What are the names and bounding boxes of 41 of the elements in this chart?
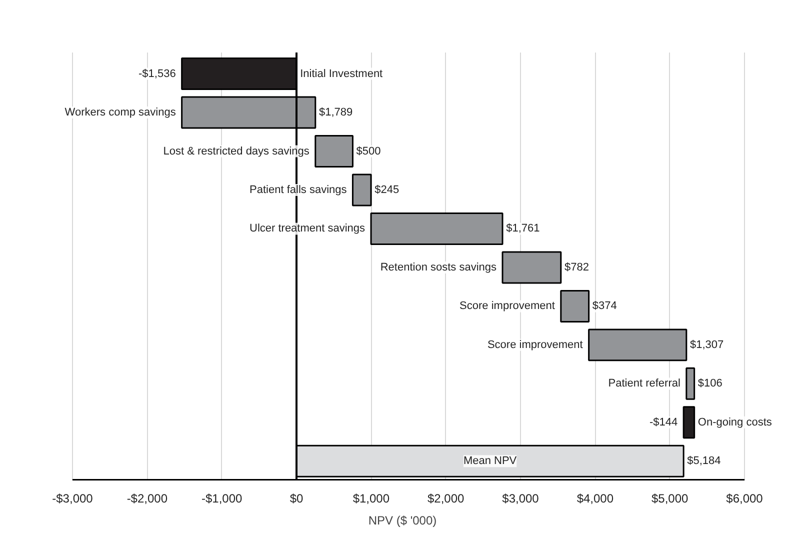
bar — [352, 174, 372, 206]
y-tick-label: Initial Investment — [300, 68, 383, 80]
y-tick-label: Mean NPV — [463, 455, 518, 468]
data-label: $245 — [374, 184, 400, 196]
bar — [502, 251, 562, 284]
y-tick-label: Retention sosts savings — [380, 261, 498, 274]
bar — [370, 212, 504, 245]
y-tick-label: Workers comp savings — [64, 106, 176, 119]
x-tick-label: $0 — [290, 492, 304, 506]
data-label: $374 — [592, 300, 617, 312]
x-tick-label: $4,000 — [576, 492, 614, 506]
y-tick-label: Score improvement — [460, 300, 555, 312]
x-axis-title: NPV ($ '000) — [368, 514, 437, 528]
y-tick-label: Patient falls savings — [250, 184, 348, 196]
data-label: $1,761 — [506, 222, 540, 235]
data-label: $106 — [698, 378, 722, 390]
x-tick-label: $2,000 — [427, 492, 465, 506]
data-label: $1,789 — [318, 106, 353, 119]
y-tick-label: Ulcer treatment savings — [250, 222, 366, 235]
data-label: $5,184 — [687, 455, 721, 468]
bar — [314, 135, 354, 168]
bar — [682, 406, 696, 439]
x-tick-label: $3,000 — [502, 492, 540, 506]
y-tick-label: Lost & restricted days savings — [163, 145, 310, 158]
bar — [588, 328, 688, 362]
x-tick-label: $5,000 — [651, 492, 689, 506]
y-tick-label: On-going costs — [698, 416, 772, 428]
x-tick-label: -$3,000 — [52, 492, 94, 506]
x-tick-label: $1,000 — [352, 492, 390, 506]
y-tick-label: Patient referral — [608, 378, 680, 390]
bar — [560, 290, 590, 322]
y-tick-label: Score improvement — [487, 338, 583, 351]
data-label: $782 — [564, 261, 589, 274]
data-label: -$144 — [649, 416, 678, 428]
data-label: $500 — [356, 145, 381, 158]
x-tick-label: -$1,000 — [201, 492, 243, 506]
data-label: $1,307 — [690, 338, 724, 351]
data-label: -$1,536 — [138, 68, 176, 80]
x-tick-label: $6,000 — [726, 492, 764, 506]
x-tick-label: -$2,000 — [126, 492, 168, 506]
bar — [686, 367, 696, 400]
